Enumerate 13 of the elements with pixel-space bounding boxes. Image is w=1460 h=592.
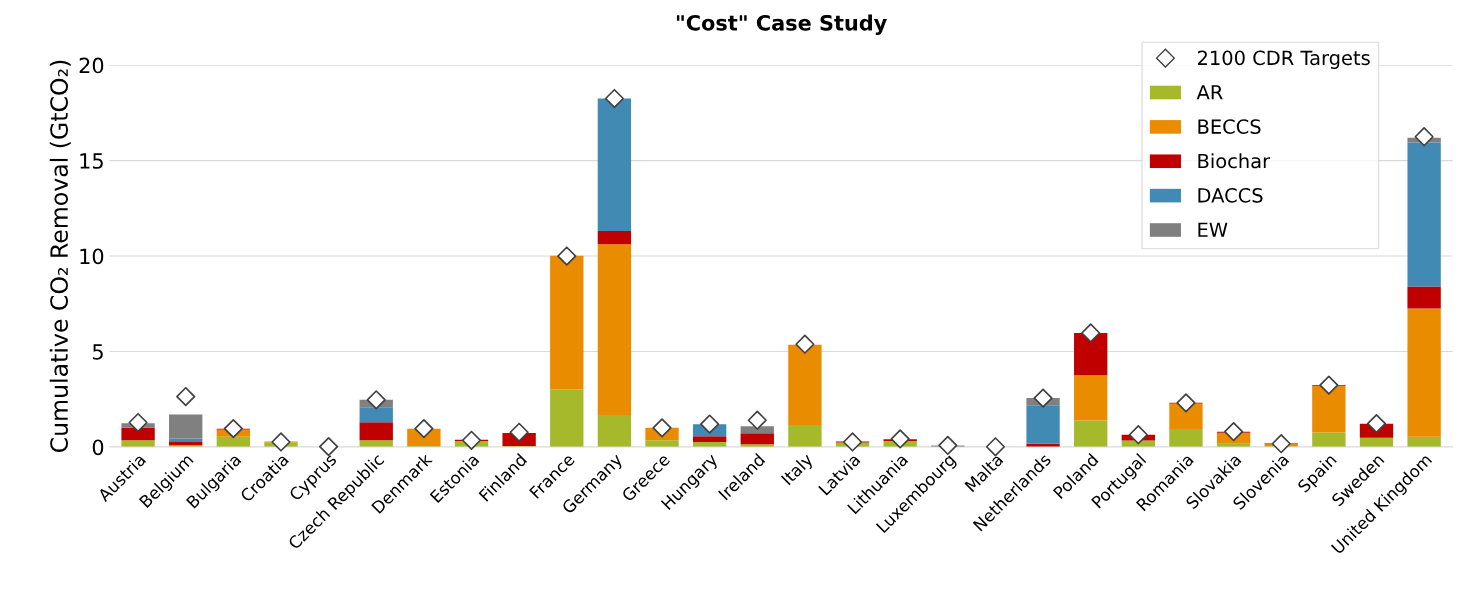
legend-label: DACCS: [1198, 188, 1263, 203]
y-tick-label: 5: [92, 344, 103, 360]
y-tick-label: 15: [80, 153, 103, 169]
legend-label: AR: [1196, 85, 1223, 100]
legend-label: EW: [1198, 222, 1228, 237]
legend-label: BECCS: [1198, 119, 1261, 134]
legend-label: 2100 CDR Targets: [1197, 50, 1370, 69]
chart-title: "Cost" Case Study: [676, 14, 887, 35]
y-tick-label: 10: [80, 248, 104, 265]
y-tick-label: 20: [79, 57, 104, 74]
y-axis-title: Cumulative CO₂ Removal (GtCO₂): [49, 60, 71, 453]
legend-label: Biochar: [1198, 153, 1271, 169]
y-tick-label: 0: [92, 439, 104, 456]
